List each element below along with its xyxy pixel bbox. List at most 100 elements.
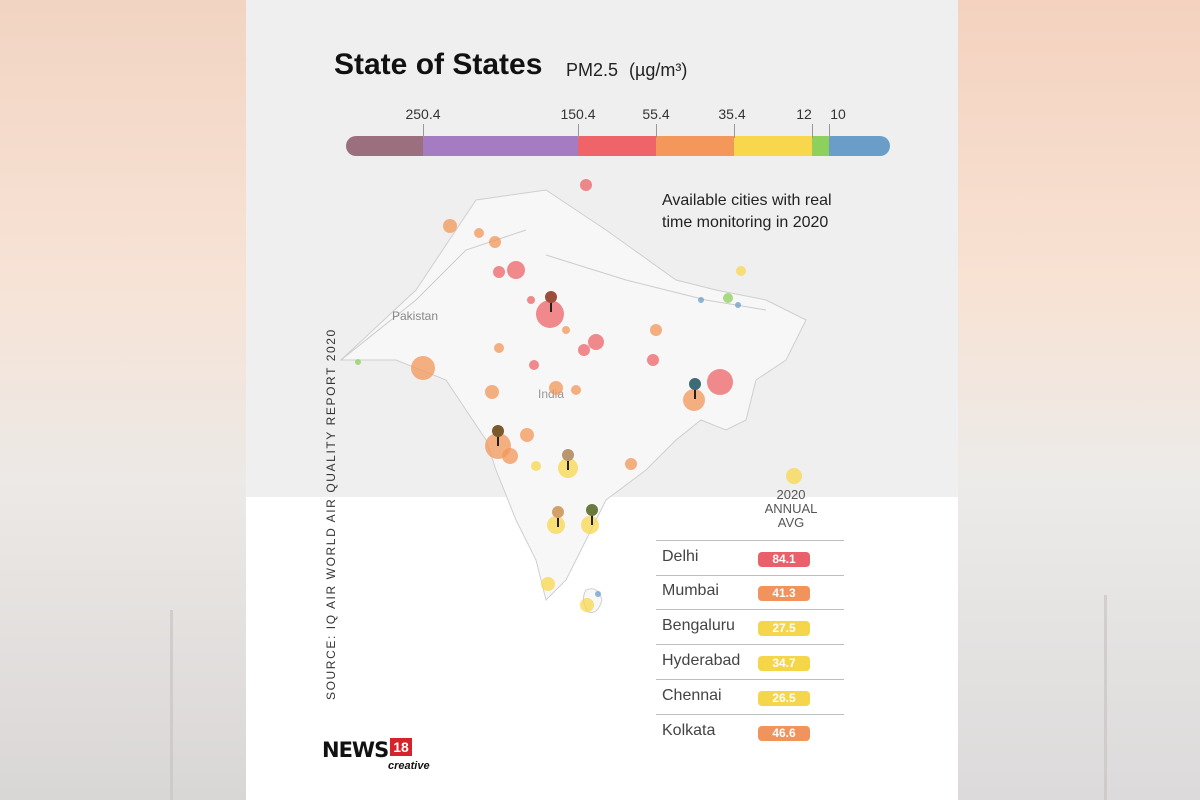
city-pins — [492, 291, 701, 527]
table-row: Bengaluru 27.5 — [656, 610, 844, 645]
table-row: Mumbai 41.3 — [656, 575, 844, 610]
pm-value-badge: 46.6 — [758, 726, 810, 741]
table-row: Hyderabad 34.7 — [656, 645, 844, 680]
city-name: Delhi — [662, 548, 699, 565]
source-credit: SOURCE: IQ AIR WORLD AIR QUALITY REPORT … — [324, 328, 338, 700]
land-mass — [339, 189, 807, 601]
pm-color-scale — [346, 136, 890, 156]
scale-tick-line — [829, 124, 830, 138]
city-dot — [355, 359, 361, 365]
scale-tick-line — [734, 124, 735, 138]
scale-tick-label: 10 — [830, 106, 846, 122]
border-line — [340, 229, 527, 361]
city-dot — [547, 516, 565, 534]
city-dot — [625, 458, 637, 470]
news18-logo: NEWS 18 creative — [322, 738, 430, 772]
map-label-pakistan: Pakistan — [392, 309, 438, 323]
infographic-card: State of States PM2.5 (µg/m³) 250.4 150.… — [246, 0, 958, 800]
pm-unit-label: PM2.5 (µg/m³) — [566, 60, 687, 81]
table-row: Kolkata 46.6 — [656, 715, 844, 749]
map-pin-chennai — [586, 504, 598, 525]
scale-tick-label: 35.4 — [718, 106, 746, 122]
scale-tick-line — [578, 124, 579, 138]
city-dot — [578, 344, 590, 356]
table-row: Delhi 84.1 — [656, 540, 844, 576]
scale-seg-very-good — [829, 136, 890, 156]
city-name: Bengaluru — [662, 617, 735, 634]
pm-value-badge: 84.1 — [758, 552, 810, 567]
background-right — [958, 0, 1200, 800]
city-dot — [707, 369, 733, 395]
city-dot — [502, 448, 518, 464]
city-dot — [588, 334, 604, 350]
map-pin-bengaluru — [552, 506, 564, 527]
background-left — [0, 0, 246, 800]
scale-seg-good — [812, 136, 829, 156]
city-dot — [735, 302, 741, 308]
street-pole-right — [1104, 595, 1107, 800]
table-header-year: 2020 — [776, 487, 806, 502]
map-pin-kolkata — [689, 378, 701, 399]
city-dot — [443, 219, 457, 233]
scale-seg-very-unhealthy — [423, 136, 578, 156]
logo-brand: NEWS — [322, 738, 389, 762]
scale-tick-label: 250.4 — [405, 106, 441, 122]
scale-seg-moderate — [734, 136, 812, 156]
city-dot — [536, 300, 564, 328]
map-pin-hyderabad — [562, 449, 574, 470]
table-header-avg: AVG — [777, 515, 805, 530]
scale-tick-line — [812, 124, 813, 138]
city-dot — [580, 179, 592, 191]
map-caption: Available cities with real time monitori… — [662, 190, 882, 234]
city-dot — [736, 266, 746, 276]
city-dot — [580, 598, 594, 612]
city-dot — [786, 468, 802, 484]
scale-seg-unhealthy — [578, 136, 656, 156]
city-dot — [549, 381, 563, 395]
table-header-annual: ANNUAL — [764, 501, 818, 516]
city-dot — [571, 385, 581, 395]
pm-value-badge: 26.5 — [758, 691, 810, 706]
pm-label: PM2.5 — [566, 60, 619, 80]
city-dot — [647, 354, 659, 366]
logo-number: 18 — [390, 738, 412, 756]
street-pole-left — [170, 610, 173, 800]
table-row: Chennai 26.5 — [656, 680, 844, 715]
scale-tick-line — [656, 124, 657, 138]
city-dot — [698, 297, 704, 303]
logo-sub: creative — [388, 760, 430, 772]
infographic-title: State of States — [334, 48, 543, 81]
city-dot — [494, 343, 504, 353]
city-dot — [581, 516, 599, 534]
city-dot — [723, 293, 733, 303]
caption-line-1: Available cities with real — [662, 192, 832, 209]
city-dot — [529, 360, 539, 370]
city-name: Mumbai — [662, 582, 719, 599]
city-dot — [683, 389, 705, 411]
city-dot — [541, 577, 555, 591]
scale-tick-label: 55.4 — [642, 106, 670, 122]
pm-value-badge: 41.3 — [758, 586, 810, 601]
unit-label: (µg/m³) — [629, 60, 688, 80]
scale-seg-hazardous — [346, 136, 423, 156]
table-header: 2020 ANNUAL AVG — [746, 488, 836, 530]
scale-tick-line — [423, 124, 424, 138]
city-name: Chennai — [662, 687, 722, 704]
pm-value-badge: 34.7 — [758, 656, 810, 671]
city-dot — [489, 236, 501, 248]
city-dot — [520, 428, 534, 442]
scale-seg-sensitive — [656, 136, 734, 156]
map-pin-delhi — [545, 291, 557, 312]
city-dot — [595, 591, 601, 597]
city-dot — [527, 296, 535, 304]
scale-tick-label: 12 — [796, 106, 812, 122]
city-dot — [411, 356, 435, 380]
india-pm-map: Pakistan India — [339, 179, 807, 613]
city-name: Hyderabad — [662, 652, 741, 669]
city-dot — [562, 326, 570, 334]
city-dot — [507, 261, 525, 279]
map-pin-mumbai — [492, 425, 504, 446]
scale-tick-label: 150.4 — [560, 106, 596, 122]
caption-line-2: time monitoring in 2020 — [662, 214, 829, 231]
city-dot — [474, 228, 484, 238]
